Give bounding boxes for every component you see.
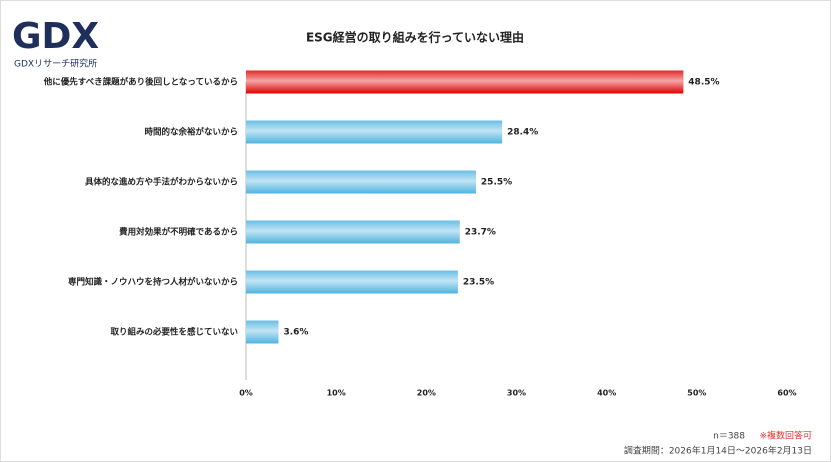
note: ※複数回答可 [759, 430, 812, 442]
bar-shine [246, 320, 279, 344]
value-label: 28.4% [507, 128, 538, 138]
value-label: 23.7% [465, 228, 496, 238]
x-tick-label: 40% [597, 389, 616, 398]
y-tick-label: 取り組みの必要性を感じていない [110, 327, 238, 338]
bar-shine [246, 120, 503, 144]
y-tick-label: 専門知識・ノウハウを持つ人材がいないから [68, 277, 238, 288]
sample-size: n＝388 [713, 432, 745, 442]
x-tick-label: 0% [239, 389, 253, 398]
logo-name: GDXリサーチ研究所 [14, 58, 97, 70]
y-tick-label: 時間的な余裕がないから [144, 127, 238, 138]
bar-shine [246, 220, 460, 244]
y-tick-label: 具体的な進め方や手法がわからないから [84, 177, 238, 188]
logo-mark: GDX [12, 16, 99, 57]
x-tick-label: 20% [417, 389, 436, 398]
value-label: 23.5% [463, 278, 494, 288]
bar-shine [246, 70, 684, 94]
chart-title: ESG経営の取り組みを行っていない理由 [306, 30, 524, 45]
value-label: 48.5% [688, 78, 719, 88]
bar-shine [246, 270, 458, 294]
value-label: 3.6% [283, 328, 308, 338]
y-tick-label: 他に優先すべき課題があり後回しとなっているから [43, 77, 238, 88]
x-tick-label: 30% [507, 389, 526, 398]
value-label: 25.5% [481, 178, 512, 188]
bar-shine [246, 170, 476, 194]
x-tick-label: 50% [687, 389, 706, 398]
y-tick-label: 費用対効果が不明確であるから [118, 227, 238, 238]
x-tick-label: 60% [777, 389, 796, 398]
survey-period: 調査期間：2026年1月14日～2026年2月13日 [624, 445, 812, 457]
x-tick-label: 10% [327, 389, 346, 398]
